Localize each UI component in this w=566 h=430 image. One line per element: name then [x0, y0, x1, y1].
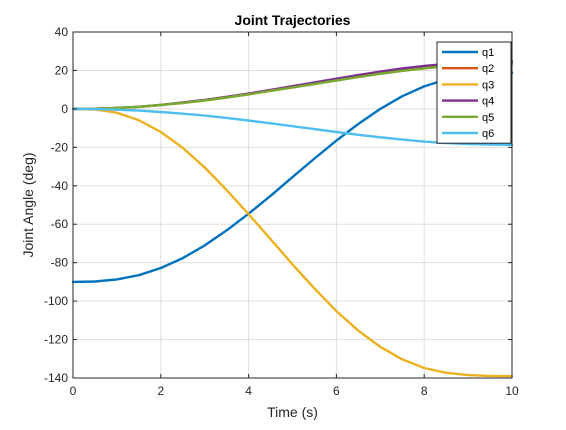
y-tick-label: -120 — [44, 333, 68, 347]
x-tick-label: 4 — [245, 384, 252, 398]
y-tick-label: -60 — [51, 217, 69, 231]
legend: q1 q2 q3 q4 q5 q6 — [436, 41, 512, 144]
y-tick-label: -80 — [51, 256, 69, 270]
ticks: 0 2 4 6 8 10 -140 -120 -100 -80 -60 -40 -20 0 20 40 — [44, 25, 519, 398]
y-tick-label: 0 — [61, 102, 68, 116]
chart-title: Joint Trajectories — [235, 12, 351, 28]
legend-label-q6: q6 — [482, 128, 494, 140]
y-axis-label: Joint Angle (deg) — [20, 152, 36, 257]
x-tick-label: 10 — [505, 384, 519, 398]
y-tick-label: -140 — [44, 371, 68, 385]
y-tick-label: 20 — [55, 63, 69, 77]
x-tick-label: 0 — [70, 384, 77, 398]
legend-label-q2: q2 — [482, 63, 494, 75]
legend-label-q5: q5 — [482, 112, 494, 124]
series-line-q3 — [71, 107, 514, 378]
x-tick-label: 8 — [421, 384, 428, 398]
y-tick-label: -100 — [44, 294, 68, 308]
legend-label-q4: q4 — [482, 96, 494, 108]
x-axis-label: Time (s) — [267, 404, 318, 420]
legend-label-q1: q1 — [482, 47, 494, 59]
legend-box — [436, 41, 512, 144]
y-tick-label: 40 — [55, 25, 69, 39]
x-tick-label: 6 — [333, 384, 340, 398]
y-tick-label: -20 — [51, 140, 69, 154]
y-tick-label: -40 — [51, 179, 69, 193]
x-tick-label: 2 — [157, 384, 164, 398]
legend-label-q3: q3 — [482, 79, 494, 91]
axes-box — [72, 31, 513, 379]
